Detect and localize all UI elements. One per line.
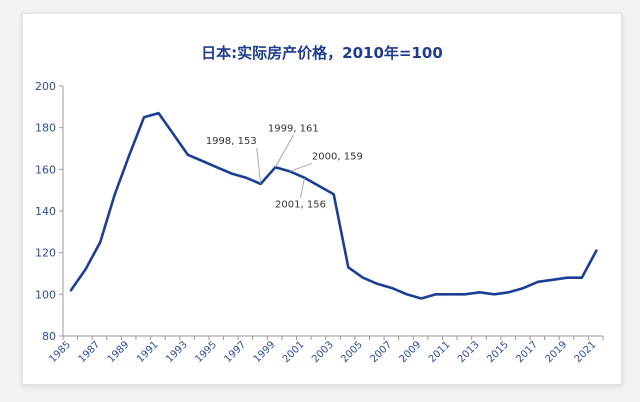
y-tick-label: 160: [35, 163, 56, 176]
annotation-label: 1998, 153: [206, 136, 257, 147]
y-tick-label: 80: [42, 330, 56, 343]
line-chart: 日本:实际房产价格，2010年=100 80 100 120 140 160 180 200…: [35, 44, 604, 365]
annotation-leader: [300, 177, 305, 198]
annotation-label: 1999, 161: [268, 123, 319, 134]
x-tick-label: 2005: [339, 339, 365, 365]
series-line: [69, 111, 598, 300]
x-tick-label: 2011: [427, 339, 453, 365]
annotation-label: 2000, 159: [312, 151, 363, 162]
x-tick-label: 2019: [544, 339, 570, 365]
y-tick-label: 180: [35, 122, 56, 135]
x-tick-label: 1993: [164, 339, 190, 365]
y-tick-label: 120: [35, 247, 56, 260]
chart-title: 日本:实际房产价格，2010年=100: [201, 44, 443, 62]
x-tick-label: 2003: [310, 339, 336, 365]
annotation-leader: [289, 163, 313, 172]
x-ticks: 1985 1987 1989 1991 1993 1995 1997 1999 2001 2003…: [47, 336, 604, 365]
x-tick-label: 2021: [573, 339, 599, 365]
annotation-label: 2001, 156: [275, 200, 326, 211]
x-tick-label: 1997: [222, 339, 248, 365]
x-tick-label: 1987: [77, 339, 103, 365]
chart-card: 日本:实际房产价格，2010年=100 80 100 120 140 160 180 200…: [22, 13, 622, 385]
x-tick-label: 1989: [106, 339, 132, 365]
annotations: 1998, 153 1999, 161 2000, 159 2001, 156: [206, 123, 363, 210]
x-tick-label: 2007: [368, 339, 394, 365]
x-tick-label: 2013: [456, 339, 482, 365]
x-tick-label: 1995: [193, 339, 219, 365]
x-tick-label: 1985: [47, 339, 73, 365]
x-tick-label: 2015: [485, 339, 511, 365]
x-tick-label: 2001: [281, 339, 307, 365]
y-tick-label: 100: [35, 288, 56, 301]
y-ticks: 80 100 120 140 160 180 200: [35, 80, 63, 343]
x-tick-label: 2009: [398, 339, 424, 365]
x-tick-label: 1991: [135, 339, 161, 365]
y-tick-label: 200: [35, 80, 56, 93]
y-tick-label: 140: [35, 205, 56, 218]
annotation-leader: [274, 135, 294, 168]
annotation-leader: [256, 147, 262, 184]
x-tick-label: 2017: [514, 339, 540, 365]
x-tick-label: 1999: [252, 339, 278, 365]
